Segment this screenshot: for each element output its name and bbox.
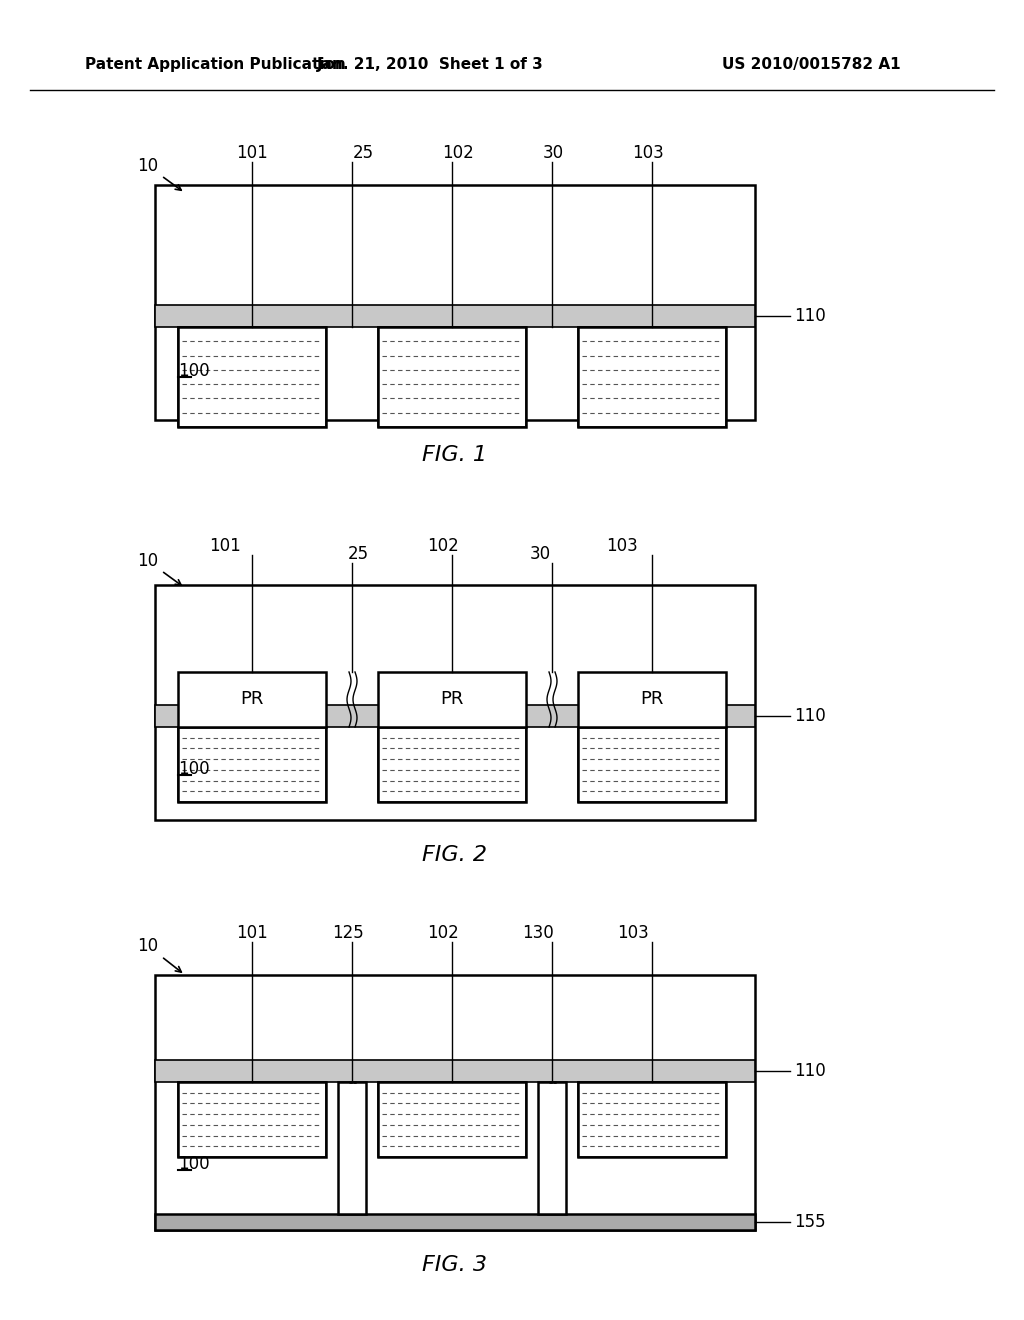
Text: 155: 155 [794,1213,825,1232]
Bar [178,672,326,727]
Bar [378,327,526,426]
Bar [155,705,755,727]
Bar [155,185,755,420]
Text: 102: 102 [427,924,459,942]
Bar [155,975,755,1230]
Text: 130: 130 [522,924,554,942]
Bar [378,727,526,803]
Bar [378,672,526,727]
Text: PR: PR [440,690,464,709]
Text: 30: 30 [529,545,551,564]
Text: 103: 103 [617,924,649,942]
Text: FIG. 2: FIG. 2 [423,845,487,865]
Bar [178,727,326,803]
Bar [155,1060,755,1082]
Text: 101: 101 [237,924,268,942]
Bar [178,1082,326,1158]
Text: 110: 110 [794,1063,825,1080]
Text: FIG. 1: FIG. 1 [423,445,487,465]
Bar [178,327,326,426]
Text: PR: PR [640,690,664,709]
Text: 25: 25 [347,545,369,564]
Bar [578,672,726,727]
Text: 110: 110 [794,308,825,325]
Text: 103: 103 [606,537,638,554]
Text: Patent Application Publication: Patent Application Publication [85,58,346,73]
Bar [155,305,755,327]
Text: 100: 100 [178,760,210,777]
Text: 110: 110 [794,708,825,725]
Bar [578,727,726,803]
Text: 101: 101 [237,144,268,162]
Text: 102: 102 [442,144,474,162]
Bar [178,727,326,803]
Text: FIG. 3: FIG. 3 [423,1255,487,1275]
Bar [378,327,526,426]
Bar [378,1082,526,1158]
Text: 102: 102 [427,537,459,554]
Text: 25: 25 [352,144,374,162]
Bar [578,327,726,426]
Text: 101: 101 [209,537,241,554]
Text: PR: PR [241,690,264,709]
Bar [578,727,726,803]
Text: US 2010/0015782 A1: US 2010/0015782 A1 [723,58,901,73]
Bar [155,1214,755,1230]
Text: 10: 10 [137,157,181,190]
Bar [538,1082,566,1214]
Bar [578,1082,726,1158]
Text: 30: 30 [543,144,563,162]
Bar [578,1082,726,1158]
Bar [578,327,726,426]
Text: 100: 100 [178,1155,210,1173]
Bar [178,327,326,426]
Bar [155,585,755,820]
Text: 103: 103 [632,144,664,162]
Text: 125: 125 [332,924,364,942]
Bar [378,1082,526,1158]
Text: 10: 10 [137,552,181,585]
Bar [178,1082,326,1158]
Bar [338,1082,366,1214]
Bar [378,727,526,803]
Text: 10: 10 [137,937,181,972]
Text: 100: 100 [178,362,210,380]
Text: Jan. 21, 2010  Sheet 1 of 3: Jan. 21, 2010 Sheet 1 of 3 [316,58,544,73]
